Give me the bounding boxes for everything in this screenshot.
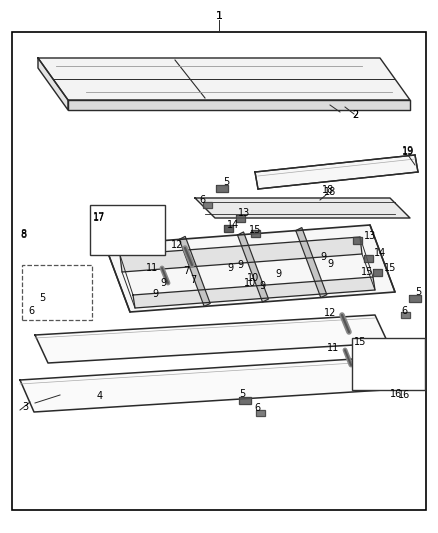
Polygon shape (20, 358, 384, 412)
Polygon shape (373, 367, 383, 373)
Polygon shape (239, 397, 251, 403)
Polygon shape (372, 269, 381, 276)
Text: 12: 12 (171, 240, 183, 250)
Text: 15: 15 (354, 337, 366, 347)
Polygon shape (400, 312, 410, 318)
Bar (12, 32, 426, 510)
Text: 1: 1 (215, 11, 223, 21)
Polygon shape (42, 300, 53, 306)
Polygon shape (120, 237, 362, 272)
Polygon shape (251, 230, 259, 237)
Text: 9: 9 (259, 281, 265, 291)
Text: 18: 18 (324, 187, 336, 197)
Polygon shape (46, 295, 58, 302)
Bar (90, 205, 165, 255)
Text: 6: 6 (199, 195, 205, 205)
Text: 17: 17 (93, 212, 106, 222)
Polygon shape (202, 202, 212, 208)
Text: 13: 13 (364, 231, 376, 241)
Polygon shape (38, 58, 410, 100)
Polygon shape (216, 184, 228, 191)
Polygon shape (133, 277, 375, 308)
Text: 17: 17 (93, 213, 106, 223)
Text: 14: 14 (227, 220, 239, 230)
Text: 10: 10 (247, 273, 259, 283)
Polygon shape (236, 214, 244, 222)
Text: 14: 14 (374, 248, 386, 258)
Text: 18: 18 (322, 185, 334, 195)
Text: 8: 8 (20, 229, 26, 239)
Text: 11: 11 (146, 263, 158, 273)
Text: 9: 9 (237, 260, 243, 270)
Polygon shape (409, 295, 421, 302)
Text: 9: 9 (320, 252, 326, 262)
Polygon shape (364, 254, 372, 262)
Text: 12: 12 (324, 308, 336, 318)
Polygon shape (223, 224, 233, 231)
Text: 16: 16 (390, 389, 402, 399)
Text: 5: 5 (239, 389, 245, 399)
Text: 8: 8 (20, 230, 26, 240)
Text: 19: 19 (402, 146, 414, 156)
Text: 6: 6 (28, 306, 34, 316)
Text: 13: 13 (238, 208, 250, 218)
Text: 5: 5 (223, 177, 229, 187)
Polygon shape (296, 228, 327, 297)
Polygon shape (113, 225, 124, 231)
Text: 11: 11 (327, 343, 339, 353)
Text: 9: 9 (152, 289, 158, 299)
Text: 15: 15 (249, 225, 261, 235)
Text: 3: 3 (22, 402, 28, 412)
Text: 2: 2 (352, 110, 358, 120)
Text: 10: 10 (244, 278, 256, 288)
Text: 15: 15 (361, 267, 373, 277)
Text: 9: 9 (275, 269, 281, 279)
Text: 9: 9 (160, 278, 166, 288)
Text: 6: 6 (401, 306, 407, 316)
Text: 4: 4 (97, 391, 103, 401)
Text: 16: 16 (398, 390, 410, 400)
Bar (22, 265, 92, 320)
Text: 15: 15 (384, 263, 396, 273)
Polygon shape (38, 58, 68, 110)
Text: 19: 19 (402, 147, 414, 157)
Polygon shape (195, 198, 410, 218)
Polygon shape (68, 100, 410, 110)
Text: 7: 7 (190, 275, 196, 285)
Text: 2: 2 (352, 110, 358, 120)
Polygon shape (393, 376, 403, 381)
Polygon shape (105, 225, 395, 312)
Polygon shape (135, 232, 145, 238)
Text: 5: 5 (415, 287, 421, 297)
Text: 9: 9 (327, 259, 333, 269)
Text: 7: 7 (183, 266, 189, 276)
Text: 9: 9 (227, 263, 233, 273)
Text: 5: 5 (39, 293, 45, 303)
Polygon shape (179, 237, 210, 306)
Polygon shape (255, 155, 418, 189)
Polygon shape (353, 237, 361, 244)
Polygon shape (255, 410, 265, 416)
Polygon shape (34, 312, 42, 318)
Text: 6: 6 (254, 403, 260, 413)
Bar (352, 338, 425, 390)
Text: 1: 1 (215, 11, 223, 21)
Polygon shape (237, 232, 268, 302)
Polygon shape (35, 315, 388, 363)
